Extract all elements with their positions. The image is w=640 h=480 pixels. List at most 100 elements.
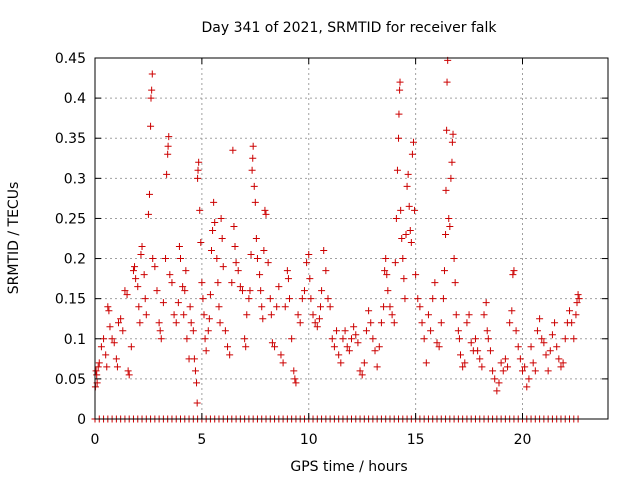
- y-tick-label: 0.45: [55, 51, 86, 67]
- data-point: [156, 327, 164, 335]
- data-point: [275, 283, 283, 291]
- data-point: [193, 379, 201, 387]
- data-point: [454, 327, 462, 335]
- data-point: [480, 311, 488, 319]
- data-point: [397, 206, 405, 214]
- data-point: [467, 339, 475, 347]
- data-point: [202, 347, 210, 355]
- data-point: [144, 210, 152, 218]
- data-point: [189, 327, 197, 335]
- data-point: [499, 367, 507, 375]
- data-point: [252, 235, 260, 242]
- y-tick-label: 0.1: [64, 332, 86, 348]
- data-point: [531, 367, 539, 375]
- data-point: [450, 255, 458, 263]
- data-point: [193, 399, 201, 407]
- data-point: [471, 335, 479, 343]
- data-point: [105, 307, 113, 315]
- data-point: [551, 319, 559, 327]
- data-point: [333, 327, 341, 335]
- data-point: [416, 303, 424, 311]
- data-point: [266, 295, 274, 303]
- y-tick-label: 0.35: [55, 131, 86, 147]
- data-point: [439, 295, 447, 303]
- data-point: [248, 166, 256, 174]
- data-point: [482, 299, 490, 307]
- data-point: [491, 375, 499, 383]
- data-point: [553, 343, 561, 351]
- data-point: [166, 271, 174, 279]
- data-point: [527, 343, 535, 351]
- data-point: [296, 319, 304, 327]
- data-point: [315, 315, 323, 323]
- data-point: [214, 279, 222, 287]
- data-point: [404, 170, 412, 178]
- data-point: [493, 387, 501, 395]
- chart-title: Day 341 of 2021, SRMTID for receiver fal…: [202, 20, 498, 36]
- data-point: [121, 287, 129, 295]
- data-point: [420, 335, 428, 343]
- x-tick-label: 20: [514, 432, 532, 448]
- data-point: [495, 379, 503, 387]
- data-point: [279, 359, 287, 367]
- data-point: [249, 154, 257, 162]
- data-point: [380, 303, 388, 311]
- data-point: [159, 299, 167, 307]
- data-point: [247, 251, 255, 259]
- data-point: [246, 287, 254, 295]
- data-point: [140, 271, 148, 279]
- data-point: [525, 375, 533, 383]
- data-point: [201, 335, 209, 343]
- x-tick-label: 10: [300, 432, 318, 448]
- data-point: [149, 255, 157, 263]
- data-point: [540, 339, 548, 347]
- y-tick-label: 0.3: [64, 171, 86, 187]
- data-point: [362, 327, 370, 335]
- data-point: [194, 166, 202, 174]
- data-point: [354, 339, 362, 347]
- data-point: [211, 218, 219, 226]
- data-point: [555, 355, 563, 363]
- data-point: [95, 359, 103, 367]
- data-point: [141, 295, 149, 303]
- data-point: [388, 311, 396, 319]
- data-point: [561, 335, 569, 343]
- data-point: [288, 335, 296, 343]
- y-tick-label: 0.15: [55, 292, 86, 308]
- data-point: [148, 70, 156, 78]
- data-point: [230, 222, 238, 230]
- data-point: [435, 343, 443, 351]
- data-point: [437, 319, 445, 327]
- data-point: [402, 230, 410, 238]
- data-point: [313, 323, 321, 331]
- data-point: [210, 198, 218, 206]
- data-point: [339, 335, 347, 343]
- data-point: [452, 311, 460, 319]
- data-point: [177, 255, 184, 263]
- data-point: [187, 319, 195, 327]
- data-point: [326, 303, 334, 311]
- data-point: [429, 295, 437, 303]
- data-point: [198, 279, 206, 287]
- data-point: [215, 303, 223, 311]
- data-point: [258, 303, 266, 311]
- data-point: [484, 335, 492, 343]
- y-tick-label: 0.25: [55, 211, 86, 227]
- data-point: [94, 363, 102, 371]
- data-point: [207, 247, 215, 255]
- data-point: [260, 247, 268, 255]
- data-point: [267, 311, 275, 319]
- data-point: [474, 347, 482, 355]
- data-point: [300, 287, 308, 295]
- data-point: [123, 291, 131, 299]
- data-point: [411, 206, 419, 214]
- data-point: [391, 259, 399, 267]
- data-point: [242, 343, 250, 351]
- data-point: [476, 355, 484, 363]
- data-point: [445, 214, 453, 222]
- data-point: [134, 283, 142, 291]
- data-point: [546, 347, 554, 355]
- data-point: [238, 287, 246, 295]
- data-point: [236, 283, 244, 291]
